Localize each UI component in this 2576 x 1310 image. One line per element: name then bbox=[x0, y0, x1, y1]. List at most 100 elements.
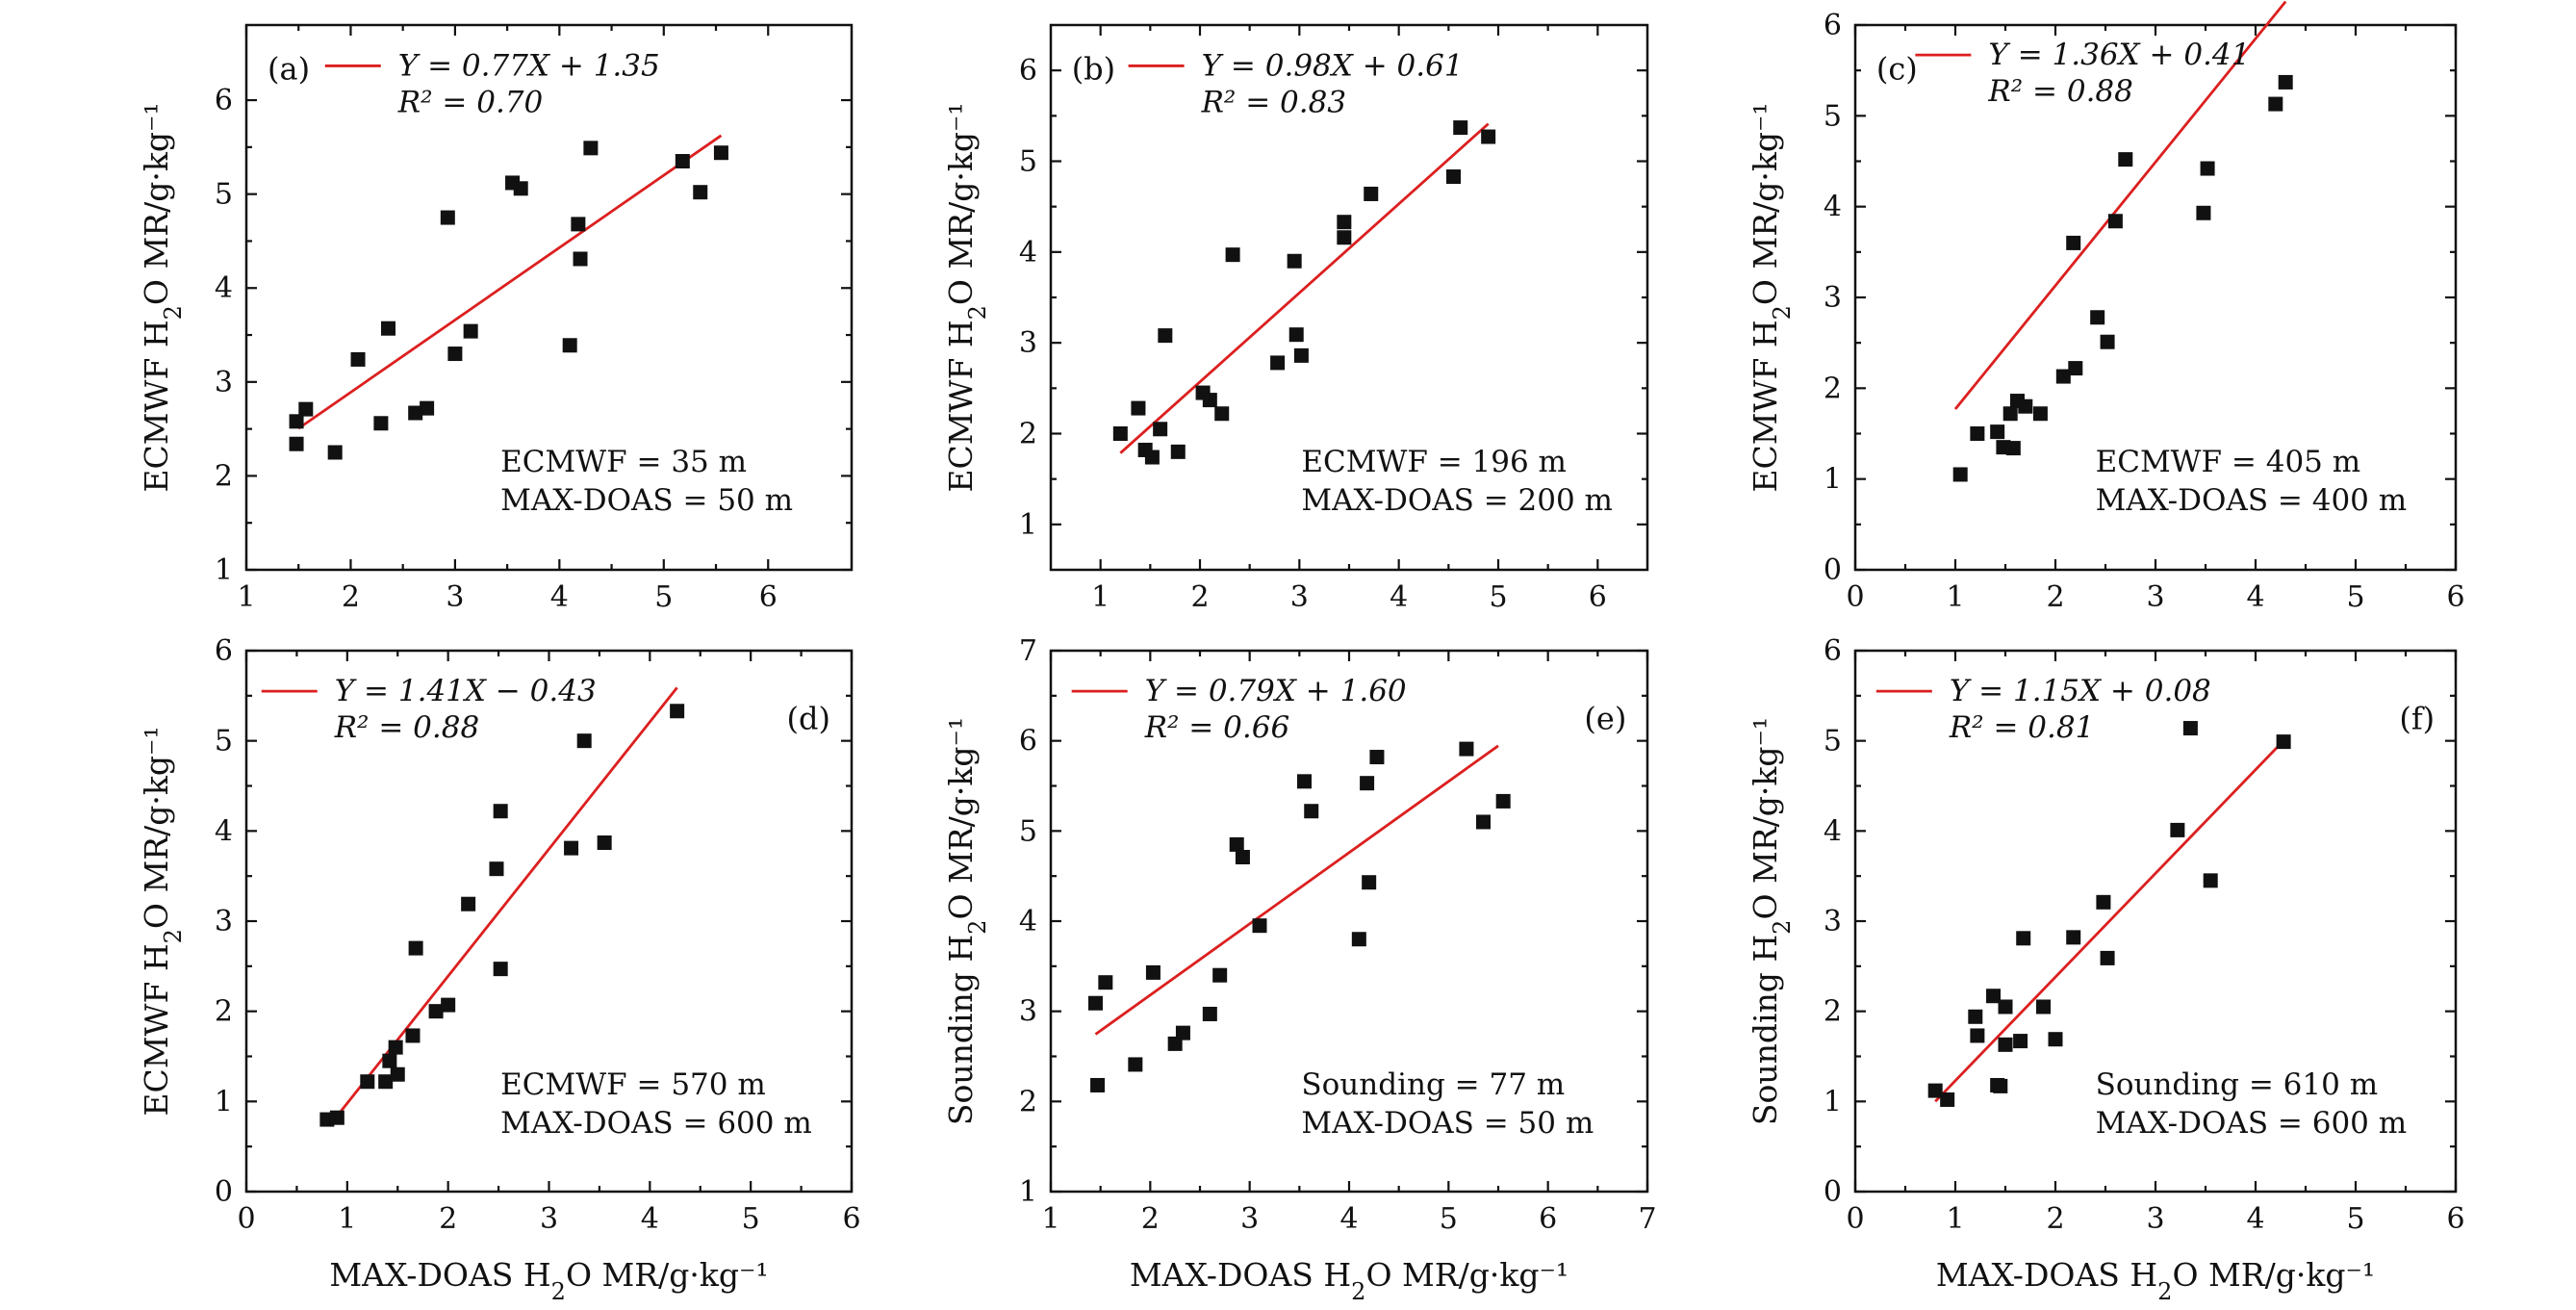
y-axis-title: ECMWF H2O MR/g·kg⁻¹ bbox=[138, 726, 187, 1116]
data-point bbox=[2055, 369, 2071, 384]
y-tick-label: 6 bbox=[1824, 634, 1842, 668]
data-point bbox=[1252, 918, 1267, 934]
x-tick-label: 1 bbox=[1091, 580, 1109, 614]
altitude-annotation: ECMWF = 196 m bbox=[1301, 445, 1567, 479]
data-point bbox=[461, 896, 476, 912]
data-point bbox=[2196, 205, 2211, 220]
y-tick-label: 5 bbox=[1019, 145, 1037, 179]
panel-label: (c) bbox=[1876, 51, 1918, 88]
data-point bbox=[1970, 1028, 1985, 1043]
y-tick-label: 1 bbox=[1824, 1085, 1842, 1118]
x-tick-label: 7 bbox=[1638, 1202, 1656, 1236]
x-tick-label: 1 bbox=[1041, 1202, 1059, 1236]
x-tick-label: 3 bbox=[540, 1202, 558, 1236]
data-point bbox=[2066, 930, 2081, 945]
data-point bbox=[1235, 849, 1250, 864]
data-point bbox=[2068, 361, 2083, 376]
data-point bbox=[2118, 152, 2133, 167]
x-tick-label: 4 bbox=[1339, 1202, 1358, 1236]
y-tick-label: 4 bbox=[215, 271, 233, 305]
regression-line bbox=[327, 686, 678, 1127]
y-tick-label: 4 bbox=[1019, 905, 1037, 938]
y-axis-title: ECMWF H2O MR/g·kg⁻¹ bbox=[942, 102, 991, 492]
data-point bbox=[2200, 161, 2215, 176]
y-tick-label: 0 bbox=[1824, 1175, 1842, 1209]
data-point bbox=[420, 400, 435, 416]
x-tick-label: 2 bbox=[2046, 580, 2064, 614]
panel-label: (a) bbox=[268, 51, 310, 88]
panel-b: 1 2 3 4 5 6 1 2 3 4 5 6 ECMWF H2O MR/g·kg⁻¹ Y = 0.98X… bbox=[942, 23, 1649, 614]
data-point bbox=[289, 414, 304, 429]
x-tick-label: 6 bbox=[1539, 1202, 1557, 1236]
data-point bbox=[1998, 999, 2013, 1015]
altitude-annotation: MAX-DOAS = 600 m bbox=[500, 1106, 812, 1141]
data-point bbox=[493, 962, 508, 977]
y-axis-title: Sounding H2O MR/g·kg⁻¹ bbox=[942, 717, 991, 1125]
data-point bbox=[382, 1053, 397, 1068]
panel-d: 0 1 2 3 4 5 6 0 1 2 3 4 5 6 ECMWF H2O MR/g·kg⁻¹ MAX-DOA… bbox=[138, 634, 861, 1305]
data-point bbox=[1351, 932, 1366, 947]
y-tick-label: 4 bbox=[1019, 236, 1037, 270]
data-point bbox=[1940, 1092, 1955, 1107]
data-point bbox=[2032, 406, 2048, 422]
data-point bbox=[1481, 129, 1496, 144]
altitude-annotation: MAX-DOAS = 600 m bbox=[2096, 1106, 2408, 1141]
panel-e: 1 2 3 4 5 6 7 1 2 3 4 5 6 7 Sounding H2O MR/g·kg⁻¹ MAX-… bbox=[942, 634, 1657, 1305]
altitude-annotation: ECMWF = 570 m bbox=[500, 1067, 766, 1102]
x-tick-label: 0 bbox=[237, 1202, 255, 1236]
data-point bbox=[2278, 74, 2293, 90]
data-point bbox=[1360, 776, 1375, 791]
data-point bbox=[1993, 1078, 2008, 1093]
regression-line bbox=[1094, 744, 1499, 1036]
data-point bbox=[1112, 426, 1128, 441]
data-point bbox=[2170, 822, 2185, 837]
legend-equation: Y = 0.98X + 0.61 bbox=[1202, 48, 1464, 83]
data-point bbox=[1090, 1077, 1106, 1092]
data-point bbox=[2066, 235, 2081, 250]
y-tick-label: 1 bbox=[215, 553, 233, 587]
data-point bbox=[2090, 310, 2105, 325]
data-point bbox=[2268, 96, 2283, 112]
y-tick-label: 5 bbox=[215, 725, 233, 758]
data-point bbox=[380, 321, 395, 336]
x-axis-title: MAX-DOAS H2O MR/g·kg⁻¹ bbox=[1130, 1256, 1569, 1305]
data-point bbox=[1098, 975, 1113, 990]
x-tick-label: 2 bbox=[342, 580, 360, 614]
data-point bbox=[1990, 424, 2005, 440]
data-point bbox=[1144, 450, 1160, 465]
y-tick-label: 4 bbox=[1824, 814, 1842, 848]
x-tick-label: 1 bbox=[338, 1202, 356, 1236]
y-tick-label: 6 bbox=[1019, 54, 1037, 88]
x-tick-label: 1 bbox=[237, 580, 255, 614]
data-point bbox=[1927, 1083, 1943, 1098]
regression-line bbox=[1953, 0, 2287, 410]
y-tick-label: 3 bbox=[1019, 326, 1037, 360]
x-tick-label: 5 bbox=[2346, 580, 2364, 614]
data-point bbox=[2100, 334, 2115, 349]
altitude-annotation: MAX-DOAS = 50 m bbox=[500, 483, 793, 518]
y-tick-label: 1 bbox=[1019, 1175, 1037, 1209]
x-axis-title: MAX-DOAS H2O MR/g·kg⁻¹ bbox=[329, 1256, 768, 1305]
y-tick-label: 2 bbox=[1824, 372, 1842, 405]
y-axis-title: ECMWF H2O MR/g·kg⁻¹ bbox=[138, 102, 187, 492]
legend-equation: Y = 0.77X + 1.35 bbox=[398, 48, 660, 83]
x-tick-label: 4 bbox=[641, 1202, 659, 1236]
data-point bbox=[2016, 931, 2031, 946]
data-point bbox=[1288, 327, 1304, 343]
data-point bbox=[289, 436, 304, 451]
legend-equation: Y = 1.41X − 0.43 bbox=[335, 674, 597, 708]
data-point bbox=[583, 141, 599, 156]
legend-equation: Y = 1.15X + 0.08 bbox=[1950, 674, 2211, 708]
x-tick-label: 5 bbox=[1489, 580, 1507, 614]
x-tick-label: 6 bbox=[759, 580, 778, 614]
data-point bbox=[408, 405, 423, 421]
y-tick-label: 4 bbox=[1824, 191, 1842, 224]
data-point bbox=[298, 401, 314, 417]
data-point bbox=[1202, 1006, 1217, 1021]
x-tick-label: 6 bbox=[2446, 1202, 2464, 1236]
y-tick-label: 2 bbox=[1824, 995, 1842, 1029]
y-tick-label: 6 bbox=[215, 84, 233, 117]
y-tick-label: 6 bbox=[215, 634, 233, 668]
data-point bbox=[1364, 186, 1379, 201]
y-tick-label: 2 bbox=[1019, 1085, 1037, 1118]
